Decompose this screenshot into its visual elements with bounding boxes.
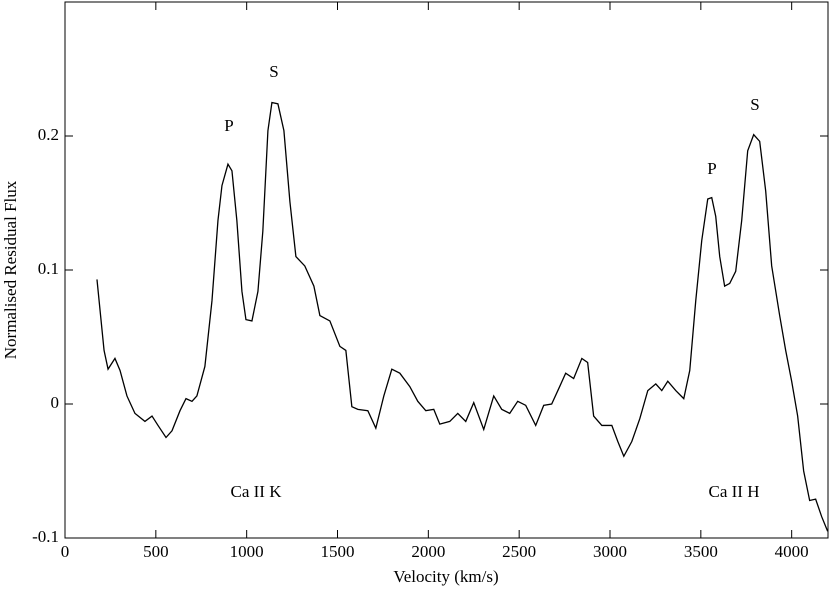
y-tick-label: 0 <box>51 393 60 412</box>
x-tick-label: 500 <box>143 542 169 561</box>
y-tick-label: -0.1 <box>32 527 59 546</box>
x-axis-label: Velocity (km/s) <box>393 567 498 586</box>
x-tick-label: 3000 <box>593 542 627 561</box>
annotation: P <box>707 159 716 178</box>
x-tick-label: 2000 <box>411 542 445 561</box>
annotation: Ca II K <box>231 482 283 501</box>
annotation: S <box>269 62 278 81</box>
annotation: P <box>224 116 233 135</box>
x-tick-label: 2500 <box>502 542 536 561</box>
y-tick-label: 0.2 <box>38 125 59 144</box>
plot-frame <box>64 1 829 539</box>
data-line <box>96 101 829 532</box>
x-tick-label: 1500 <box>321 542 355 561</box>
x-tick-label: 4000 <box>775 542 809 561</box>
y-tick-label: 0.1 <box>38 259 59 278</box>
annotation: S <box>750 95 759 114</box>
x-tick-label: 1000 <box>230 542 264 561</box>
y-axis-label: Normalised Residual Flux <box>1 180 20 359</box>
annotation: Ca II H <box>709 482 760 501</box>
x-tick-label: 3500 <box>684 542 718 561</box>
x-tick-label: 0 <box>61 542 70 561</box>
